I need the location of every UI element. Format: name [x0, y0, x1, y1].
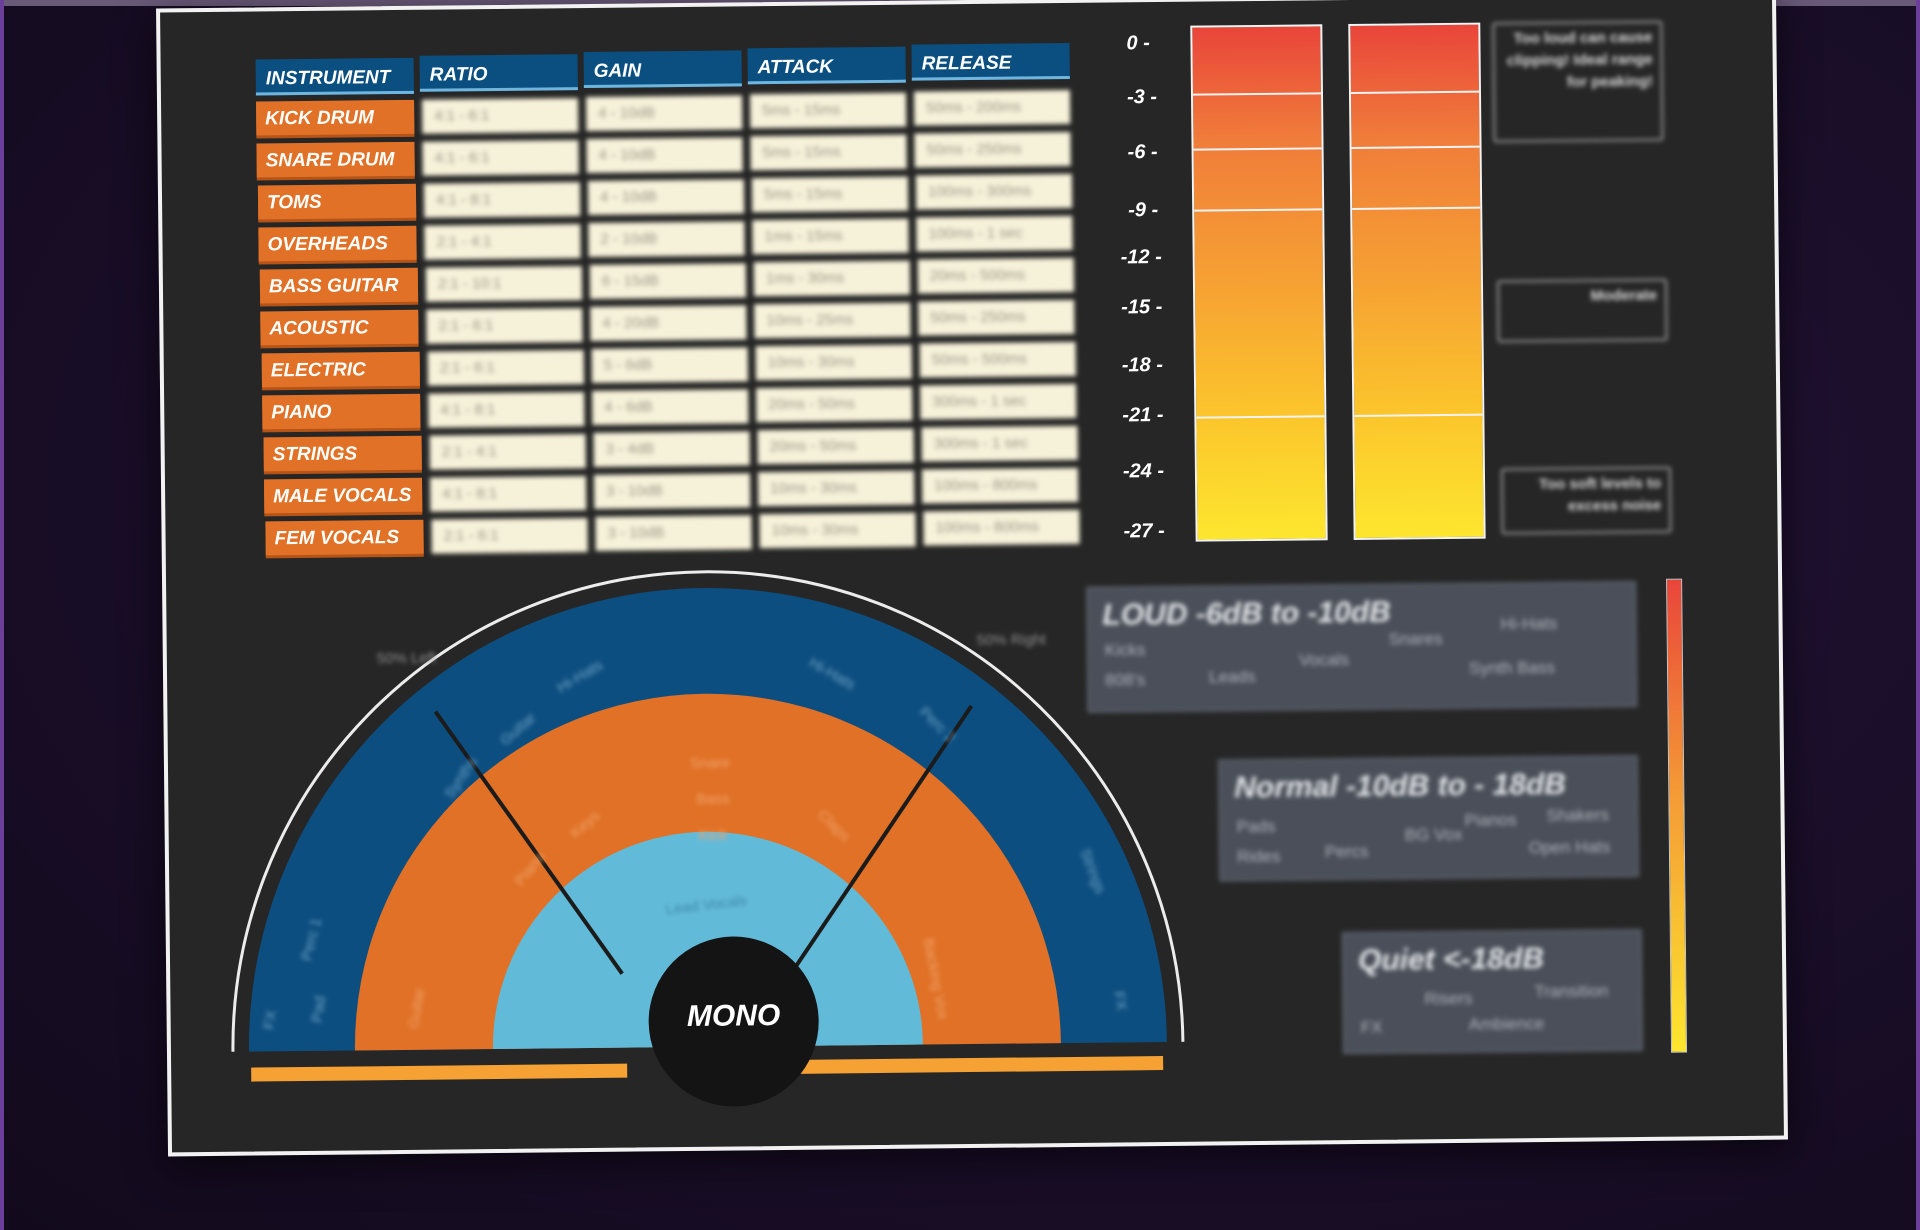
pan-word: FX	[260, 1009, 281, 1031]
pan-left-bar	[251, 1063, 628, 1082]
pan-word: Snare	[689, 754, 731, 772]
pan-left-divider	[433, 710, 624, 975]
mono-center: MONO	[647, 935, 820, 1108]
pan-right-bar	[787, 1056, 1164, 1074]
pan-outer-outline	[231, 570, 1185, 1052]
mixing-cheatsheet-board: INSTRUMENT RATIO GAIN ATTACK RELEASE KIC…	[156, 0, 1788, 1157]
window-left-edge	[0, 0, 4, 1230]
pan-right-label: 50% Right	[976, 631, 1047, 649]
window-right-edge	[1916, 0, 1920, 1230]
pan-word: Bass	[696, 790, 730, 808]
pan-left-label: 50% Left	[376, 649, 437, 668]
pan-right-divider	[790, 704, 974, 974]
pan-word: FX	[1109, 989, 1131, 1012]
pan-word: Kick	[698, 826, 728, 844]
pan-diagram	[231, 570, 1185, 1082]
